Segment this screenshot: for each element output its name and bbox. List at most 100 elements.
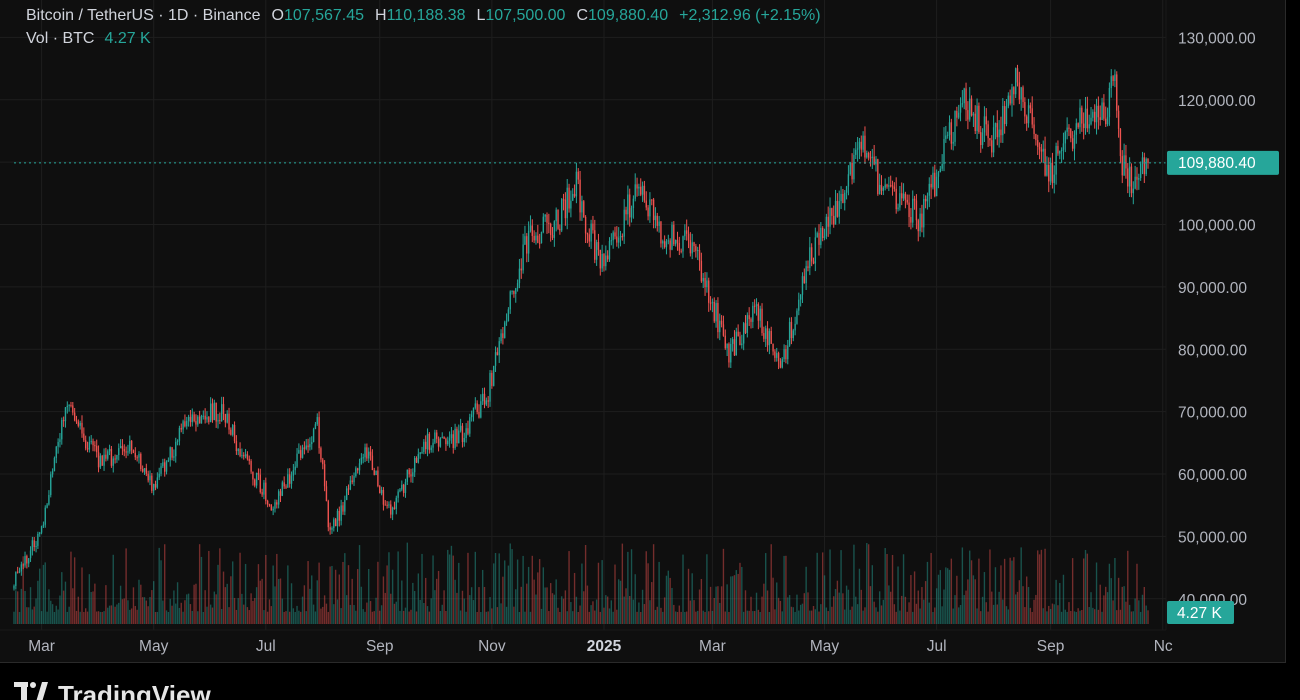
candle-body — [447, 440, 449, 445]
volume-bar — [434, 590, 436, 624]
volume-bar — [748, 610, 750, 624]
candle-body — [481, 393, 484, 402]
candle-body — [597, 242, 600, 250]
volume-bar — [722, 548, 725, 624]
volume-bar — [375, 597, 377, 624]
volume-bar — [329, 566, 331, 624]
candle-body — [472, 407, 475, 415]
candle-body — [509, 291, 511, 310]
price-axis[interactable]: 130,000.00120,000.00110,000.00100,000.00… — [1178, 30, 1256, 608]
candle-body — [379, 486, 381, 494]
candle-body — [105, 454, 107, 459]
candle-body — [752, 305, 754, 322]
volume-bar — [1147, 610, 1149, 624]
volume-bar — [123, 598, 125, 624]
volume-bar — [823, 575, 826, 624]
candle-body — [116, 455, 118, 460]
volume-bar — [520, 586, 522, 624]
price-tick-label: 130,000.00 — [1178, 30, 1256, 47]
candle-body — [191, 414, 193, 423]
volume-bar — [526, 583, 528, 624]
volume-bar — [73, 557, 76, 624]
candle-body — [298, 450, 300, 454]
volume-bar — [265, 554, 267, 624]
volume-bar — [996, 604, 998, 624]
candle-body — [1092, 111, 1094, 118]
candle-body — [1117, 110, 1120, 129]
candle-body — [127, 451, 129, 453]
candle-body — [542, 216, 545, 233]
volume-bar — [774, 609, 776, 624]
volume-bar — [1134, 598, 1136, 624]
volume-bar — [48, 589, 50, 624]
candle-body — [904, 193, 907, 200]
volume-bar — [606, 596, 609, 624]
volume-bar — [437, 570, 440, 624]
volume-bar — [1064, 609, 1066, 624]
volume-bar — [573, 572, 576, 624]
volume-bar — [763, 583, 765, 624]
volume-bar — [1029, 607, 1032, 624]
volume-bar — [1108, 563, 1111, 624]
volume-bar — [706, 554, 708, 624]
candle-body — [1116, 74, 1118, 111]
symbol-title[interactable]: Bitcoin / TetherUS · 1D · Binance — [26, 6, 261, 24]
candle-body — [336, 510, 339, 527]
candle-body — [956, 110, 958, 118]
volume-bar — [83, 611, 85, 624]
volume-bar — [645, 551, 647, 624]
volume-bar — [219, 548, 221, 624]
time-axis[interactable]: Mar May Jul Sep Nov 2025 Mar May Jul Sep Nc — [28, 638, 1173, 655]
candle-body — [533, 235, 535, 241]
candle-body — [1011, 87, 1013, 104]
volume-bar — [941, 606, 943, 624]
candle-body — [816, 233, 818, 238]
candle-body — [204, 415, 206, 420]
candle-body — [193, 414, 195, 422]
volume-bar — [255, 587, 258, 624]
volume-bar — [825, 607, 828, 624]
candle-body — [189, 416, 192, 423]
volume-bar — [489, 597, 491, 624]
volume-bar — [871, 565, 874, 624]
candle-body — [406, 469, 409, 482]
volume-bar — [252, 600, 254, 624]
candle-body — [50, 474, 52, 495]
tradingview-logo[interactable]: TradingView — [14, 680, 211, 700]
candle-body — [232, 425, 234, 435]
candle-body — [314, 424, 317, 430]
volume-bar — [441, 604, 443, 624]
volume-bar — [755, 592, 758, 624]
candle-body — [329, 527, 331, 530]
candle-body — [557, 209, 559, 229]
volume-bar — [1139, 611, 1142, 624]
volume-bar — [244, 563, 247, 624]
volume-bar — [980, 611, 982, 624]
volume-bar — [101, 611, 103, 624]
candle-body — [941, 164, 943, 169]
volume-bar — [279, 578, 282, 624]
volume-bar — [577, 611, 579, 624]
volume-bar — [581, 563, 583, 624]
volume-bar — [612, 611, 614, 624]
volume-bar — [502, 576, 504, 624]
candle-body — [246, 454, 249, 459]
volume-bar — [127, 600, 129, 624]
candle-body — [386, 504, 388, 506]
candle-body — [1097, 105, 1100, 118]
volume-bar — [1000, 565, 1002, 624]
volume-bar — [152, 581, 155, 624]
volume-bar — [134, 606, 136, 624]
volume-bar — [783, 555, 785, 624]
candle-body — [899, 193, 901, 208]
volume-bar — [796, 594, 798, 624]
candle-body — [605, 255, 607, 267]
volume-bar — [1055, 579, 1057, 624]
candle-body — [862, 135, 864, 150]
volume-label[interactable]: Vol · BTC — [26, 29, 95, 47]
candle-body — [1095, 105, 1098, 123]
price-tick-label: 70,000.00 — [1178, 405, 1247, 422]
volume-bar — [24, 590, 26, 624]
candle-body — [160, 466, 162, 474]
candle-body — [614, 232, 616, 237]
